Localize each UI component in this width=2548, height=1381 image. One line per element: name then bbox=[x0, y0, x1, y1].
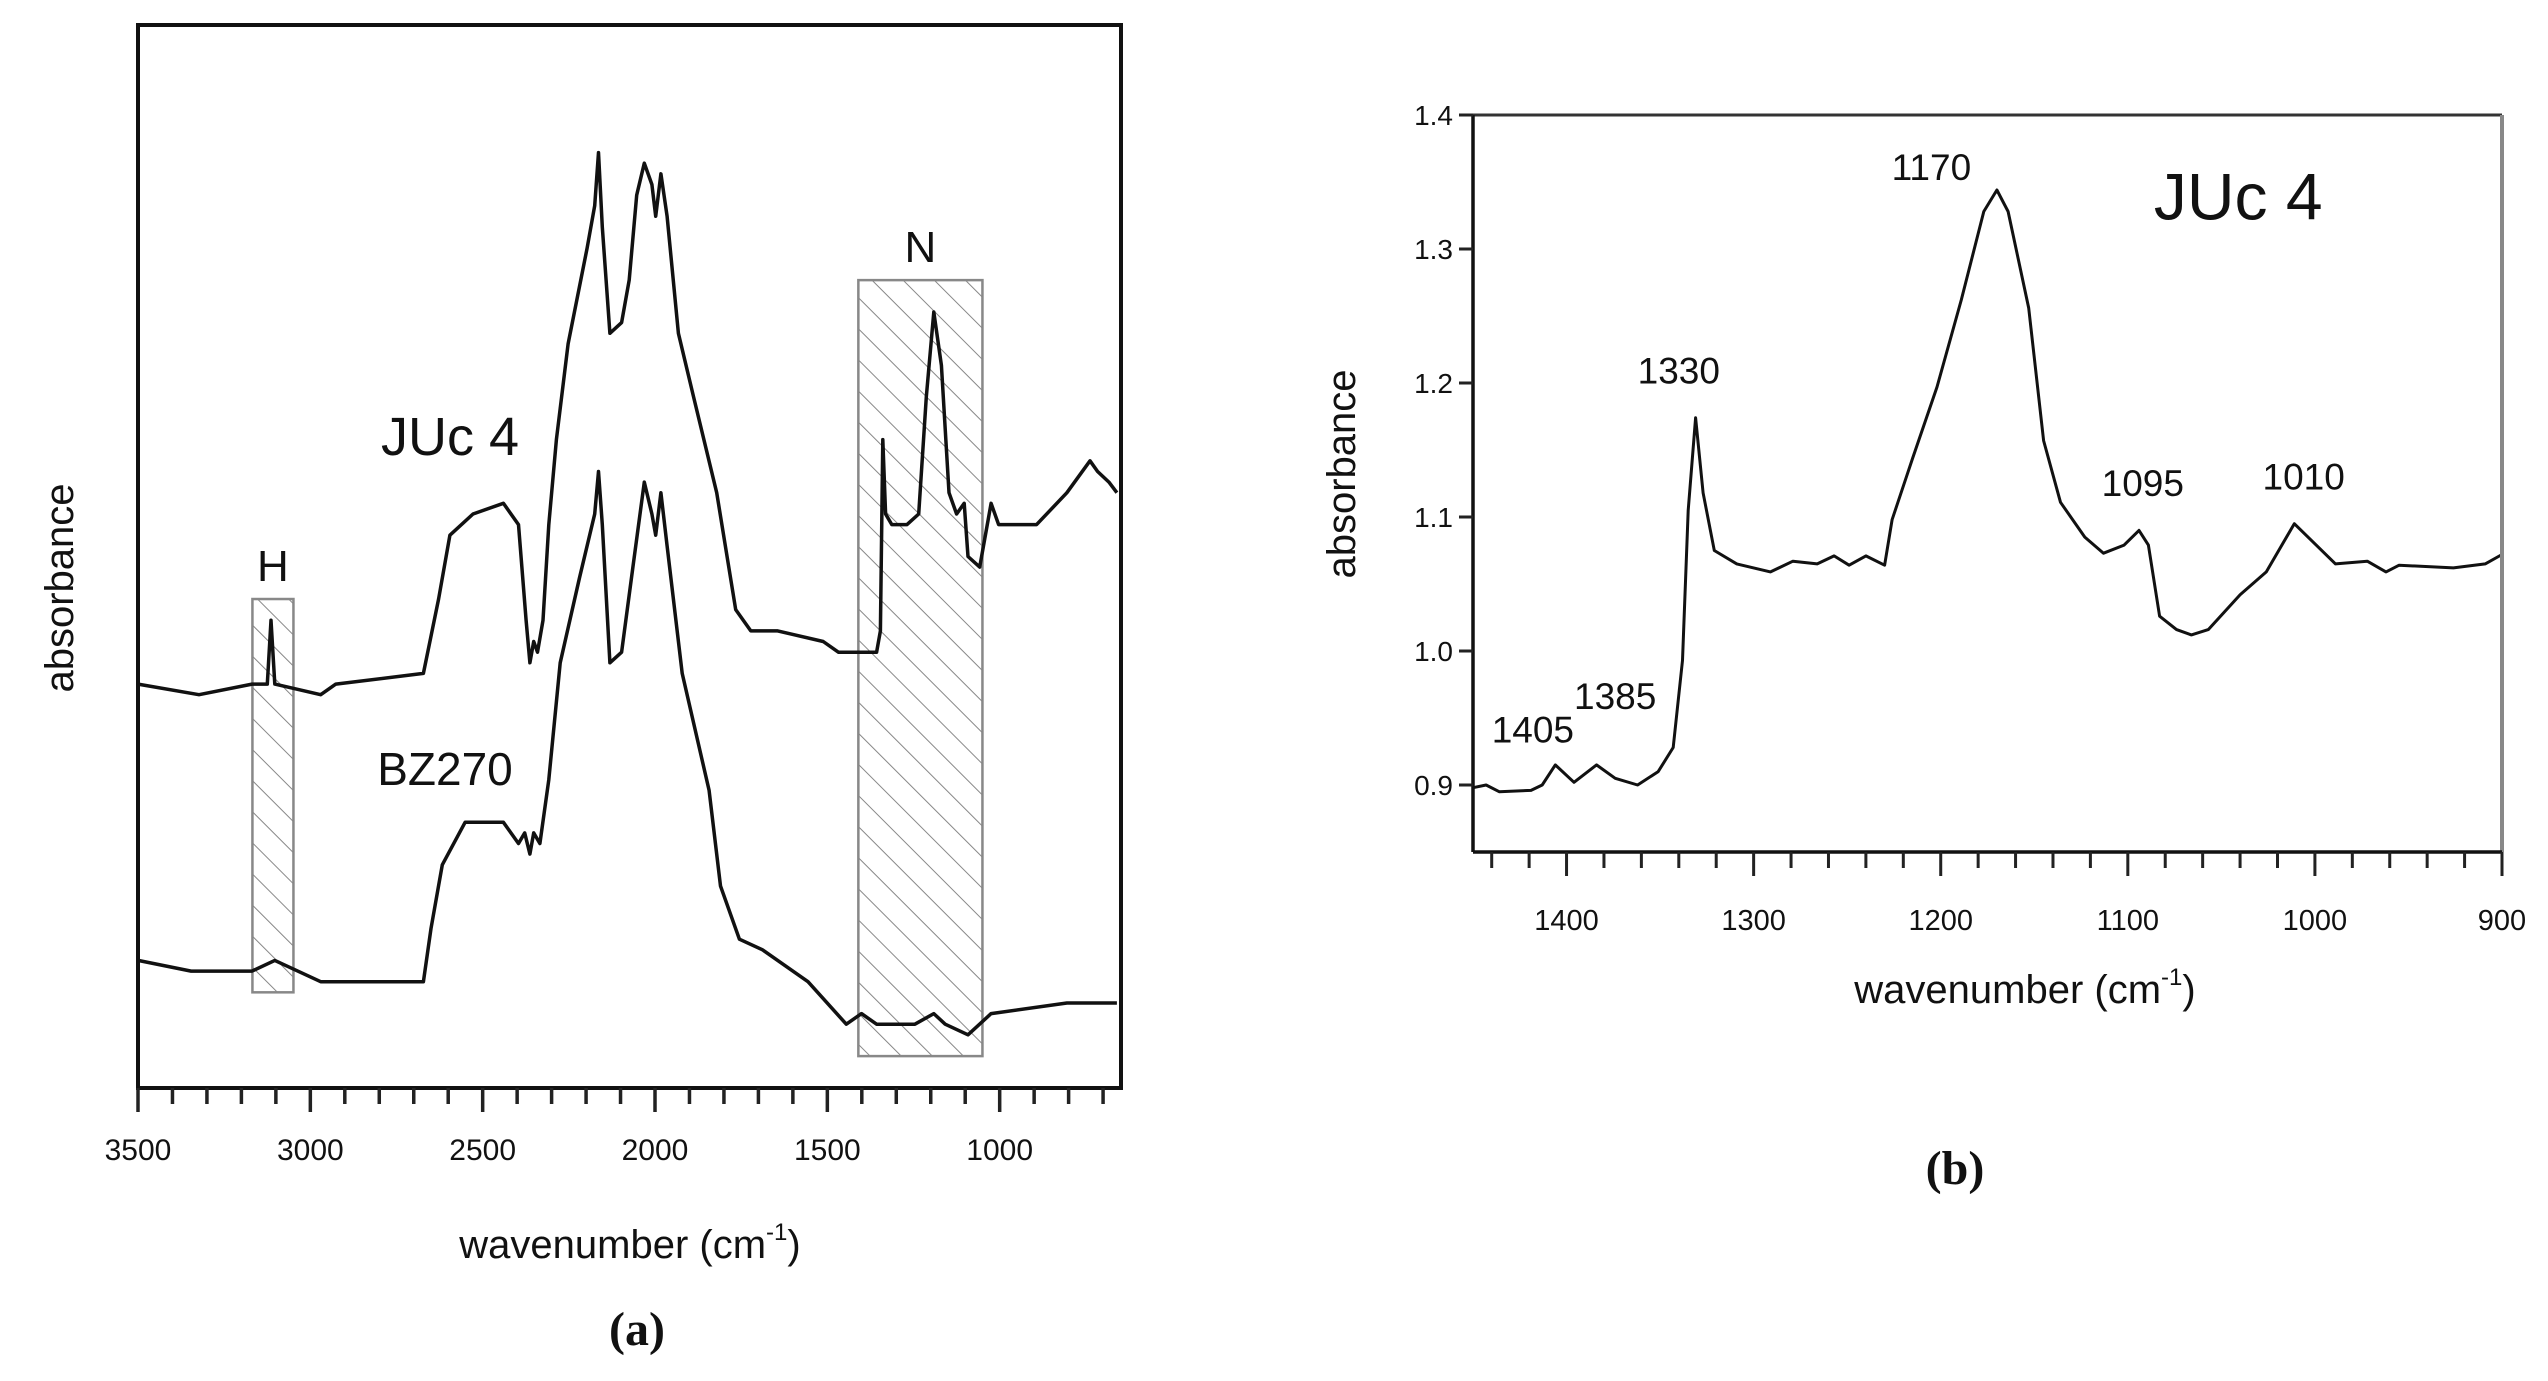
x-axis-title-close: ) bbox=[2182, 968, 2195, 1012]
x-tick-label: 1300 bbox=[1721, 905, 1786, 937]
y-tick-label: 1.3 bbox=[1414, 234, 1453, 265]
y-tick-label: 1.1 bbox=[1414, 502, 1453, 533]
y-tick-label: 1.4 bbox=[1414, 100, 1453, 131]
series-line-juc-4 bbox=[1472, 188, 2503, 794]
peak-label-1010: 1010 bbox=[2263, 456, 2345, 497]
x-tick-label: 1500 bbox=[794, 1134, 861, 1167]
series-label-juc-4: JUc 4 bbox=[381, 407, 519, 467]
y-axis-title: absorbance bbox=[38, 483, 82, 692]
x-axis-title-close: ) bbox=[787, 1223, 800, 1267]
plot-frame bbox=[136, 23, 1123, 1090]
region-label-n: N bbox=[905, 223, 937, 272]
panel-label-b: (b) bbox=[1926, 1142, 1985, 1195]
panel-a: H N JUc 4 BZ270 3500 3000 2500 2000 1500 1000 wave… bbox=[38, 23, 1123, 1356]
series-label-bz270: BZ270 bbox=[377, 743, 513, 795]
x-axis-title-text: wavenumber (cm bbox=[1853, 968, 2161, 1012]
x-axis-title-text: wavenumber (cm bbox=[458, 1223, 766, 1267]
x-tick-label: 1400 bbox=[1534, 905, 1599, 937]
y-tick-label: 1.0 bbox=[1414, 636, 1453, 667]
peak-label-1095: 1095 bbox=[2102, 463, 2184, 504]
peak-label-1385: 1385 bbox=[1574, 676, 1656, 717]
y-axis-title: absorbance bbox=[1320, 369, 1364, 578]
x-axis-title: wavenumber (cm-1) bbox=[458, 1219, 800, 1267]
panel-label-a: (a) bbox=[609, 1303, 665, 1356]
y-tick-label: 1.2 bbox=[1414, 368, 1453, 399]
panel-b: 1400 1300 1200 1100 1000 900 0.9 1.0 1.1 1.2 1.3 1.… bbox=[1320, 100, 2526, 1195]
x-tick-label: 3500 bbox=[105, 1134, 172, 1167]
hatched-region-n bbox=[857, 278, 984, 1058]
region-label-h: H bbox=[257, 542, 289, 591]
x-tick-label: 2500 bbox=[449, 1134, 516, 1167]
x-tick-label: 2000 bbox=[622, 1134, 689, 1167]
x-axis-title-superscript: -1 bbox=[2161, 964, 2182, 991]
peak-label-1330: 1330 bbox=[1638, 351, 1720, 392]
x-tick-label: 1000 bbox=[966, 1134, 1033, 1167]
x-tick-label: 1000 bbox=[2283, 905, 2348, 937]
peak-label-1405: 1405 bbox=[1492, 710, 1574, 751]
x-tick-label: 3000 bbox=[277, 1134, 344, 1167]
x-axis-title: wavenumber (cm-1) bbox=[1853, 964, 2195, 1012]
y-tick-label: 0.9 bbox=[1414, 770, 1453, 801]
peak-label-1170: 1170 bbox=[1892, 147, 1972, 188]
x-tick-label: 1200 bbox=[1908, 905, 1973, 937]
x-tick-label: 900 bbox=[2478, 905, 2526, 937]
x-tick-label: 1100 bbox=[2097, 905, 2159, 937]
chart-title: JUc 4 bbox=[2154, 159, 2323, 233]
series-line-juc-4 bbox=[137, 150, 1119, 697]
series-line-bz270 bbox=[137, 469, 1117, 1037]
x-axis-title-superscript: -1 bbox=[766, 1219, 787, 1246]
